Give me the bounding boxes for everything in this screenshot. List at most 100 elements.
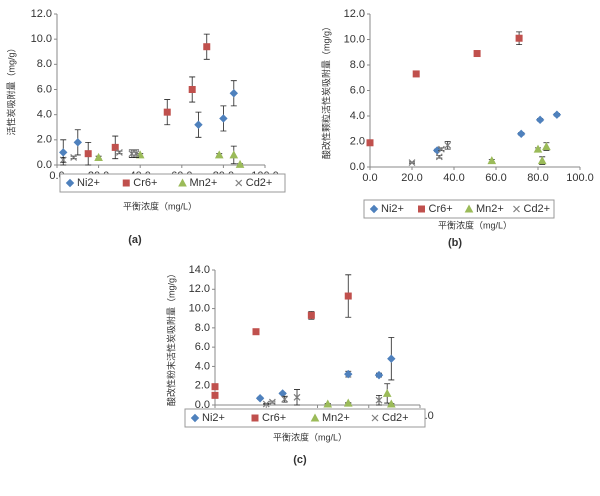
point [278,389,287,398]
point [310,413,320,422]
y-tick-label: 6.0 [195,341,210,353]
legend-box [363,199,555,219]
y-tick-label: 8.0 [350,59,365,71]
point [59,156,67,164]
y-axis-label: 酸改性颗粒活性炭吸附量（mg/g） [320,22,331,159]
panel-label: (a) [128,234,142,246]
y-tick-label: 12.0 [31,8,52,20]
point [435,153,443,161]
y-tick-label: 4.0 [37,109,52,121]
point [343,398,353,407]
point [412,70,420,78]
x-axis-label: 平衡浓度（mg/L） [273,431,347,442]
point [84,150,92,158]
point [194,120,203,129]
point [262,400,270,408]
x-tick-label: 40.0 [443,172,464,184]
y-tick-label: 8.0 [195,322,210,334]
y-tick-label: 14.0 [189,264,210,276]
y-tick-label: 2.0 [195,380,210,392]
legend-label: Cr6+ [133,177,157,189]
point [323,399,333,408]
legend-box [59,173,286,193]
y-axis-label: 酸改性粉末活性炭吸附量（mg/g） [165,269,176,406]
x-axis-label: 平衡浓度（mg/L） [123,200,197,211]
point [235,179,243,187]
point [418,205,425,213]
legend-label: Ni2+ [77,177,100,189]
point [122,179,130,187]
point [163,108,171,116]
legend-label: Mn2+ [190,177,218,189]
legend-label: Cr6+ [262,412,286,424]
point [94,152,103,161]
point [219,114,228,123]
point [387,354,396,363]
point [252,328,260,336]
point [229,89,239,98]
legend-label: Mn2+ [322,412,350,424]
y-tick-label: 12.0 [189,283,210,295]
point [235,159,245,168]
legend-label: Mn2+ [476,203,504,215]
point [542,142,551,151]
y-tick-label: 2.0 [350,135,365,147]
x-tick-label: 20.0 [401,172,422,184]
point [537,156,547,165]
point [516,129,526,139]
legend-label: Ni2+ [202,412,225,424]
point [408,159,416,166]
point [132,150,140,158]
y-tick-label: 0.0 [195,399,210,411]
y-tick-label: 0.0 [350,161,365,173]
point [366,139,374,147]
y-tick-label: 12.0 [344,8,365,20]
point [552,110,562,119]
point [386,399,396,408]
y-tick-label: 10.0 [189,302,210,314]
point [535,115,545,125]
point [437,145,445,153]
y-tick-label: 6.0 [37,83,52,95]
point [515,34,523,42]
point [190,413,200,423]
y-axis-label: 活性炭吸附量（mg/g） [5,43,16,135]
point [251,414,259,422]
point [211,391,219,399]
point [344,369,353,379]
point [513,205,520,213]
y-tick-label: 2.0 [37,134,52,146]
point [487,156,497,165]
point [70,154,78,161]
x-tick-label: 80.0 [527,172,548,184]
point [255,394,265,403]
legend-label: Cd2+ [246,177,273,189]
legend-label: Cr6+ [429,203,453,215]
point [374,370,384,380]
y-tick-label: 10.0 [31,33,52,45]
y-tick-label: 4.0 [195,360,210,372]
point [111,143,119,151]
point [473,50,481,58]
y-tick-label: 0.0 [37,159,52,171]
point [178,178,187,187]
point [281,395,289,403]
point [375,396,383,404]
point [59,148,68,157]
x-tick-label: 0.0 [362,172,377,184]
point [444,141,452,149]
point [203,43,211,51]
point [73,138,83,147]
point [533,144,543,153]
point [307,311,315,319]
panel-label: (c) [293,454,307,466]
legend-box [184,408,426,428]
y-tick-label: 8.0 [37,58,52,70]
x-tick-label: 100.0 [566,172,594,184]
legend-label: Cd2+ [382,412,409,424]
x-tick-label: 60.0 [485,172,506,184]
point [211,383,219,391]
point [344,292,352,300]
panel-label: (b) [448,237,462,249]
